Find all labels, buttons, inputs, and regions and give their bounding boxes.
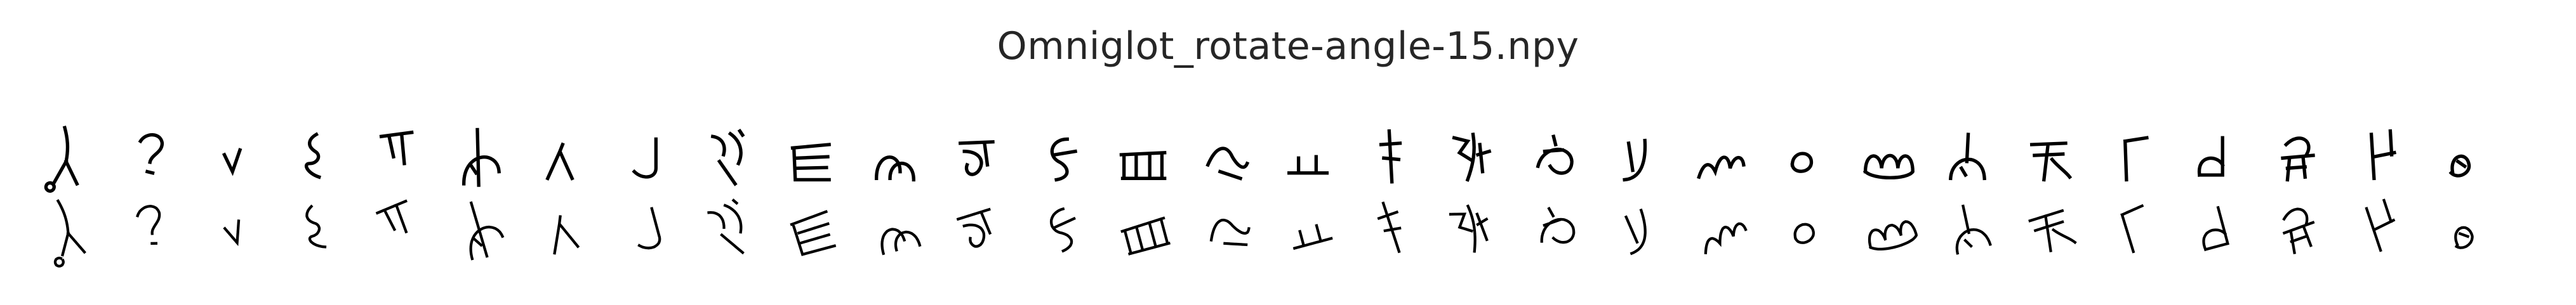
glyph-rotated-21	[1704, 222, 1748, 255]
glyph-rotated-16	[1292, 224, 1333, 250]
glyph-original-29	[2369, 129, 2397, 181]
glyph-rotated-2	[136, 205, 161, 245]
glyph-original-10	[790, 143, 832, 182]
glyph-row-original	[44, 126, 2471, 193]
glyph-rotated-22	[1793, 223, 1815, 244]
glyph-original-13	[1050, 137, 1078, 182]
glyph-row-rotated	[53, 198, 2474, 268]
glyph-original-15	[1205, 146, 1250, 181]
glyph-original-1	[44, 126, 79, 193]
glyph-original-25	[2029, 141, 2073, 182]
glyph-original-18	[1452, 132, 1492, 182]
glyph-rotated-6	[469, 201, 505, 261]
glyph-original-28	[2281, 136, 2315, 182]
glyph-original-27	[2198, 136, 2225, 177]
glyph-rotated-8	[637, 207, 661, 250]
glyph-original-9	[710, 128, 745, 186]
glyph-rotated-29	[2365, 198, 2396, 252]
glyph-rotated-25	[2028, 209, 2077, 254]
glyph-original-5	[379, 130, 414, 165]
glyph-rotated-10	[790, 210, 837, 256]
glyph-original-4	[305, 132, 322, 179]
glyph-rotated-28	[2282, 207, 2315, 254]
glyph-rotated-30	[2454, 226, 2474, 249]
glyph-original-12	[959, 140, 995, 176]
glyph-rotated-27	[2202, 205, 2229, 252]
glyph-rotated-11	[880, 228, 922, 256]
glyph-original-19	[1536, 134, 1574, 175]
glyph-rotated-23	[1868, 220, 1918, 250]
glyph-original-6	[461, 127, 501, 187]
glyph-rotated-12	[956, 207, 992, 248]
glyph-original-7	[545, 142, 574, 181]
glyph-original-30	[2448, 154, 2471, 178]
glyph-rotated-3	[223, 218, 241, 247]
glyph-original-24	[1948, 133, 1986, 181]
glyph-rotated-17	[1377, 201, 1402, 254]
glyph-rotated-24	[1955, 204, 1992, 255]
glyph-rotated-5	[375, 199, 409, 235]
glyph-rotated-26	[2120, 204, 2144, 254]
glyph-original-11	[874, 155, 916, 182]
glyph-original-22	[1790, 152, 1813, 173]
glyph-rotated-18	[1449, 204, 1490, 253]
glyph-original-23	[1862, 153, 1915, 179]
glyph-rotated-15	[1209, 218, 1251, 247]
glyph-rotated-19	[1540, 207, 1576, 244]
figure-title: Omniglot_rotate-angle-15.npy	[997, 24, 1579, 68]
glyph-rotated-13	[1049, 207, 1076, 253]
glyph-rotated-9	[707, 198, 745, 255]
glyph-original-16	[1287, 155, 1329, 175]
glyph-original-8	[632, 137, 658, 179]
glyph-rotated-20	[1624, 208, 1647, 256]
glyph-original-20	[1623, 138, 1647, 182]
glyph-original-14	[1119, 151, 1167, 181]
glyph-rotated-4	[305, 204, 327, 249]
glyph-rotated-1	[53, 199, 86, 268]
glyph-rotated-14	[1120, 216, 1172, 256]
glyph-original-2	[138, 133, 164, 176]
glyph-original-21	[1697, 155, 1746, 179]
glyph-rotated-7	[553, 215, 580, 255]
glyph-original-26	[2123, 136, 2149, 182]
glyph-original-17	[1379, 129, 1402, 184]
glyph-original-3	[222, 148, 242, 176]
